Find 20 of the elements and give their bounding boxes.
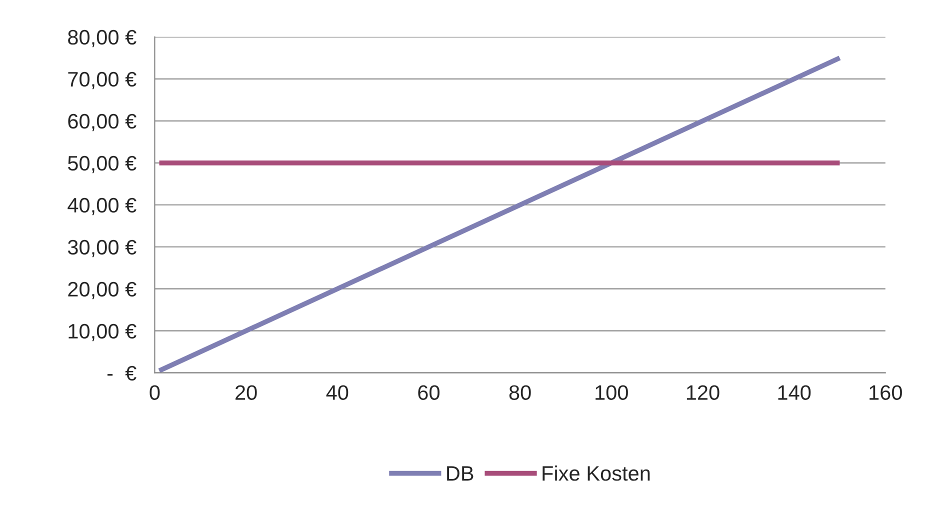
y-tick-label: 50,00 € bbox=[68, 156, 136, 174]
x-tick-label: 60 bbox=[418, 385, 440, 400]
legend-label: DB bbox=[447, 466, 474, 481]
x-tick-label: 160 bbox=[870, 385, 902, 400]
x-tick-label: 0 bbox=[150, 385, 160, 400]
y-tick-label: 20,00 € bbox=[68, 282, 136, 300]
y-tick-label: 60,00 € bbox=[68, 114, 136, 132]
x-tick-label: 100 bbox=[596, 385, 628, 400]
x-tick-label: 80 bbox=[509, 385, 531, 400]
x-tick-label: 120 bbox=[686, 385, 720, 400]
y-tick-label: 80,00 € bbox=[68, 30, 136, 48]
y-tick-label: 10,00 € bbox=[68, 324, 136, 342]
x-tick-label: 140 bbox=[778, 385, 811, 400]
x-tick-label: 40 bbox=[326, 385, 348, 400]
legend-label: Fixe Kosten bbox=[542, 465, 650, 481]
y-tick-label: 70,00 € bbox=[68, 72, 136, 90]
y-tick-label: 40,00 € bbox=[68, 198, 136, 216]
x-tick-label: 20 bbox=[236, 385, 257, 400]
y-tick-label: 30,00 € bbox=[68, 240, 136, 258]
y-tick-label: - € bbox=[107, 366, 136, 381]
